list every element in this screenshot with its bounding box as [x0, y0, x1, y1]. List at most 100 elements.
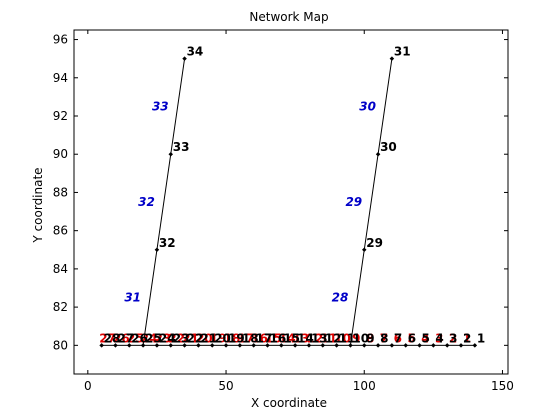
- node-marker: [182, 56, 187, 61]
- node-label: 28: [104, 331, 121, 345]
- edge-line: [377, 58, 393, 155]
- node-marker: [431, 343, 436, 348]
- node-marker: [403, 343, 408, 348]
- node-label: 10: [352, 331, 369, 345]
- node-label: 25: [145, 331, 162, 345]
- node-marker: [348, 343, 353, 348]
- edge-label: 23: [154, 331, 171, 345]
- node-label: 27: [117, 331, 134, 345]
- node-label: 13: [311, 331, 328, 345]
- x-tick-label: 50: [218, 379, 233, 393]
- edge-label: 3: [435, 331, 443, 345]
- plot-area: [73, 29, 509, 375]
- edge-line: [142, 249, 158, 346]
- edge-label: 4: [421, 331, 429, 345]
- edge-label: 13: [293, 331, 310, 345]
- y-tick-label: 82: [53, 300, 68, 314]
- node-label: 6: [408, 331, 416, 345]
- x-tick-label: 100: [353, 379, 376, 393]
- node-label: 29: [366, 236, 383, 250]
- node-marker: [417, 343, 422, 348]
- y-axis-label: Y coordinate: [31, 167, 45, 243]
- node-label: 21: [200, 331, 217, 345]
- edge-line: [363, 154, 379, 250]
- edge-label: 15: [265, 331, 282, 345]
- node-marker: [265, 343, 270, 348]
- edge-label: 27: [99, 331, 116, 345]
- edge-label: 6: [394, 331, 402, 345]
- edge-label: 17: [237, 331, 254, 345]
- edge-label: 26: [113, 331, 130, 345]
- edge-label: 24: [141, 331, 158, 345]
- edge-labels-layer: 1234567891011121314151617181920212223242…: [99, 99, 471, 345]
- node-labels-layer: 1234567891011121314151617181920212223242…: [104, 45, 486, 346]
- edge-label: 30: [359, 99, 376, 113]
- edge-label: 19: [210, 331, 227, 345]
- node-label: 31: [394, 45, 411, 59]
- node-label: 22: [187, 331, 204, 345]
- node-label: 32: [159, 236, 176, 250]
- node-label: 18: [242, 331, 259, 345]
- edge-label: 8: [366, 331, 374, 345]
- node-label: 8: [380, 331, 388, 345]
- node-marker: [361, 343, 367, 348]
- node-marker: [389, 343, 395, 348]
- node-marker: [472, 343, 478, 348]
- edge-line: [170, 58, 186, 155]
- node-marker: [251, 343, 256, 348]
- node-label: 17: [256, 331, 273, 345]
- edge-label: 7: [380, 331, 388, 345]
- node-label: 2: [463, 331, 471, 345]
- node-label: 4: [435, 331, 443, 345]
- node-marker: [279, 343, 284, 348]
- edge-label: 10: [334, 331, 351, 345]
- node-marker: [223, 343, 229, 348]
- node-label: 5: [422, 331, 430, 345]
- edge-label: 5: [407, 331, 415, 345]
- edge-label: 32: [138, 195, 155, 209]
- chart-title: Network Map: [249, 10, 328, 24]
- node-label: 7: [394, 331, 402, 345]
- node-label: 1: [477, 331, 485, 345]
- node-marker: [361, 247, 367, 253]
- node-marker: [306, 343, 312, 348]
- edge-label: 1: [463, 331, 471, 345]
- edges-layer: [101, 58, 475, 346]
- edge-label: 29: [345, 195, 362, 209]
- node-label: 33: [173, 140, 190, 154]
- node-label: 12: [325, 331, 342, 345]
- x-tick-label: 150: [491, 379, 514, 393]
- node-label: 15: [283, 331, 300, 345]
- edge-line: [349, 249, 365, 346]
- edge-label: 16: [251, 331, 268, 345]
- edge-label: 31: [124, 291, 141, 305]
- node-label: 23: [173, 331, 190, 345]
- node-marker: [444, 343, 450, 348]
- edge-label: 12: [307, 331, 324, 345]
- node-label: 34: [187, 45, 204, 59]
- y-tick-label: 92: [53, 109, 68, 123]
- node-label: 14: [297, 331, 314, 345]
- edge-label: 9: [352, 331, 360, 345]
- node-label: 16: [270, 331, 287, 345]
- node-marker: [320, 343, 326, 348]
- edge-line: [156, 154, 172, 250]
- node-marker: [375, 343, 381, 348]
- edge-label: 28: [332, 291, 349, 305]
- edge-label: 21: [182, 331, 199, 345]
- node-label: 26: [131, 331, 148, 345]
- node-marker: [127, 343, 132, 348]
- y-tick-label: 94: [53, 71, 68, 85]
- node-label: 30: [380, 140, 397, 154]
- y-tick-label: 96: [53, 33, 68, 47]
- edge-label: 20: [196, 331, 213, 345]
- edge-label: 14: [279, 331, 296, 345]
- edge-label: 18: [224, 331, 241, 345]
- edge-label: 22: [168, 331, 185, 345]
- node-label: 20: [214, 331, 231, 345]
- y-tick-label: 84: [53, 262, 68, 276]
- node-label: 24: [159, 331, 176, 345]
- node-label: 11: [339, 331, 356, 345]
